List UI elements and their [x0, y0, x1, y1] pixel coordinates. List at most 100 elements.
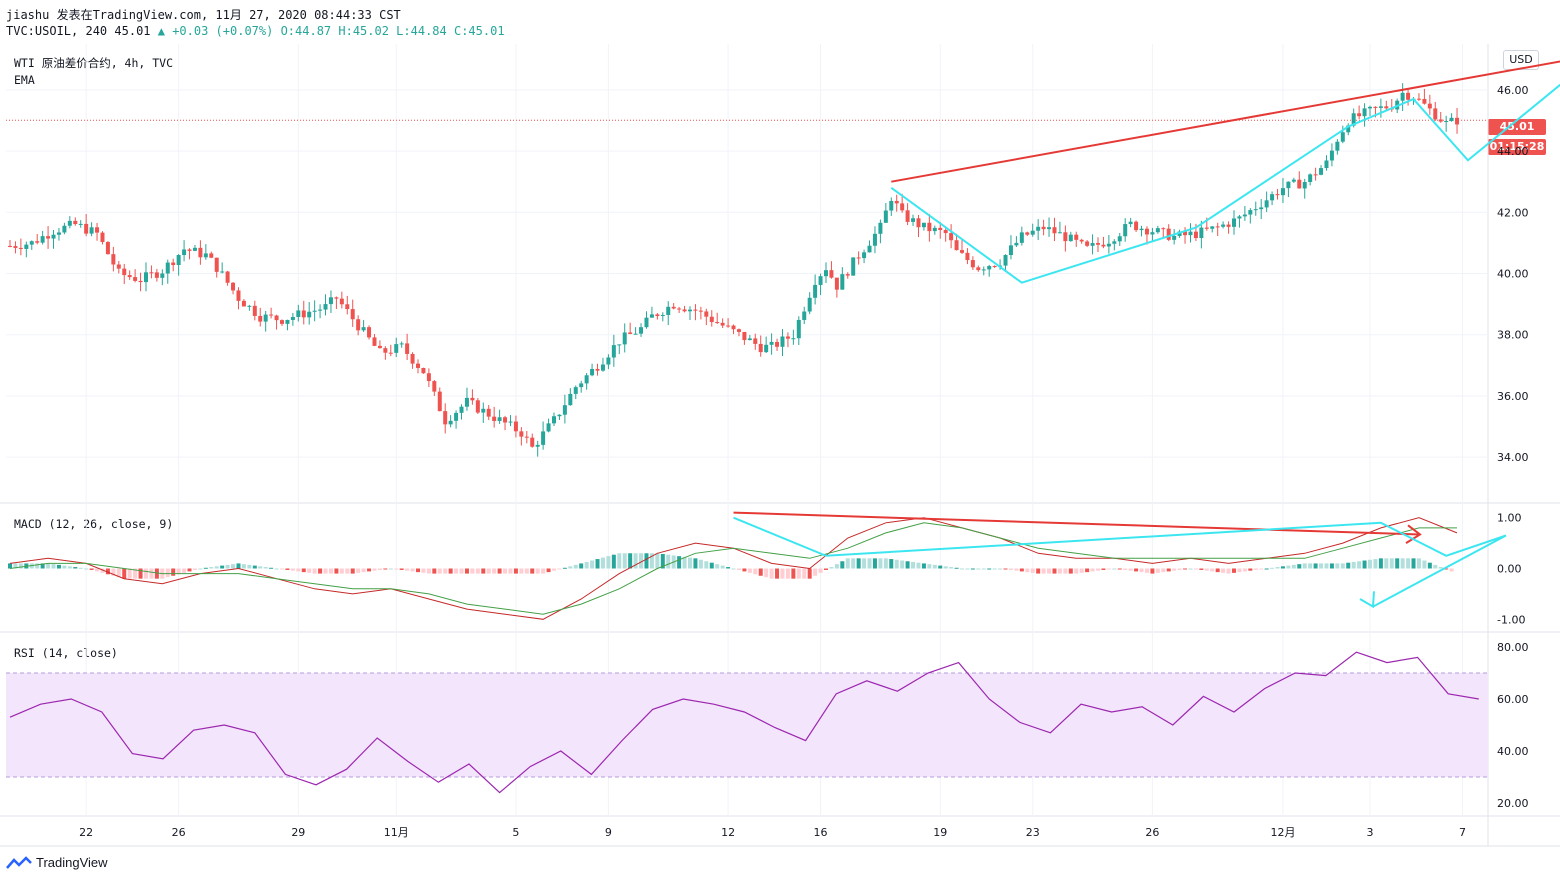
- time-tick-label: 7: [1459, 826, 1466, 839]
- candle-body: [1313, 174, 1318, 176]
- candle-body: [688, 309, 692, 312]
- candle-body: [932, 227, 937, 232]
- candle-body: [1449, 117, 1454, 122]
- candle-body: [628, 332, 633, 334]
- macd-histogram-bar: [954, 567, 959, 569]
- macd-histogram-bar: [921, 563, 926, 569]
- macd-histogram-bar: [1057, 568, 1062, 574]
- candle-body: [1106, 243, 1111, 247]
- macd-histogram-bar: [704, 561, 709, 569]
- candle-body: [241, 300, 246, 307]
- candle-body: [116, 264, 121, 269]
- macd-histogram-bar: [552, 568, 556, 571]
- macd-histogram-bar: [780, 568, 785, 579]
- macd-histogram-bar: [339, 568, 344, 574]
- time-tick-label: 16: [814, 826, 828, 839]
- candle-body: [818, 276, 823, 285]
- candle-body: [176, 255, 181, 266]
- candle-body: [785, 336, 790, 339]
- macd-histogram-bar: [258, 566, 263, 569]
- candle-body: [1362, 108, 1367, 117]
- macd-histogram-bar: [416, 568, 420, 573]
- arrow-head: [1359, 591, 1375, 609]
- candle-body: [323, 304, 328, 310]
- macd-histogram-bar: [421, 568, 426, 573]
- candle-body: [769, 341, 774, 345]
- bar-countdown-tag: 01:15:28: [1488, 139, 1546, 155]
- candle-body: [1373, 106, 1378, 108]
- macd-histogram-bar: [1395, 558, 1400, 569]
- candle-body: [470, 397, 475, 401]
- macd-histogram-bar: [546, 568, 551, 573]
- candle-body: [312, 310, 317, 312]
- macd-histogram-bar: [590, 560, 595, 569]
- macd-histogram-bar: [1210, 568, 1215, 572]
- candle-body: [231, 282, 236, 291]
- candle-body: [345, 304, 350, 310]
- macd-histogram-bar: [274, 568, 279, 570]
- macd-histogram-bar: [1123, 568, 1128, 570]
- candle-body: [530, 437, 535, 447]
- candle-body: [307, 311, 312, 318]
- candle-body: [448, 420, 453, 425]
- macd-histogram-bar: [1389, 558, 1394, 569]
- macd-histogram-bar: [905, 561, 910, 569]
- candle-body: [981, 269, 986, 271]
- candle-body: [970, 260, 975, 268]
- candle-body: [1351, 113, 1356, 126]
- candle-body: [1270, 194, 1275, 201]
- macd-histogram-bar: [100, 568, 105, 573]
- ema-indicator-label[interactable]: EMA: [14, 73, 35, 87]
- macd-histogram-bar: [633, 553, 638, 569]
- candle-body: [649, 314, 654, 318]
- macd-histogram-bar: [187, 568, 192, 572]
- candle-body: [78, 223, 83, 225]
- macd-histogram-bar: [149, 568, 154, 579]
- macd-histogram-bar: [1270, 567, 1275, 569]
- rsi-tick-label: 20.00: [1497, 797, 1529, 810]
- candle-body: [791, 338, 796, 340]
- macd-histogram-bar: [606, 556, 611, 569]
- macd-histogram-bar: [932, 564, 937, 569]
- candle-body: [965, 252, 970, 261]
- macd-histogram-bar: [280, 568, 284, 570]
- candle-body: [508, 421, 513, 423]
- candle-body: [938, 227, 943, 231]
- macd-histogram-bar: [454, 568, 459, 574]
- macd-histogram-bar: [1416, 558, 1421, 569]
- macd-histogram-bar: [1030, 568, 1035, 573]
- candle-body: [328, 297, 333, 305]
- candle-body: [1144, 228, 1149, 235]
- macd-histogram-bar: [394, 568, 399, 570]
- macd-histogram-bar: [878, 558, 883, 569]
- candle-body: [677, 308, 682, 310]
- time-axis[interactable]: 22 26 29 11月 5 9 12 16 19 23 26 12月 3 7: [79, 826, 1466, 839]
- macd-histogram-bar: [785, 568, 790, 579]
- macd-histogram-bar: [1319, 563, 1324, 569]
- macd-plot: [8, 517, 1458, 620]
- candle-body: [247, 305, 252, 307]
- candle-body: [1264, 200, 1269, 208]
- price-axis[interactable]: 34.00 36.00 38.00 40.00 42.00 44.00 46.00 1.00 0…: [1497, 84, 1529, 810]
- macd-histogram-bar: [1324, 563, 1329, 569]
- candle-body: [845, 274, 850, 276]
- candle-body: [464, 397, 469, 407]
- candle-body: [905, 210, 910, 222]
- macd-trendline: [733, 511, 1421, 536]
- candle-body: [883, 210, 888, 223]
- macd-histogram-bar: [111, 568, 116, 576]
- candle-body: [1161, 228, 1166, 230]
- time-tick-label: 26: [172, 826, 186, 839]
- macd-histogram-bar: [1193, 568, 1198, 570]
- candle-body: [165, 262, 170, 274]
- macd-histogram-bar: [1340, 563, 1345, 569]
- macd-histogram-bar: [726, 567, 731, 569]
- candle-body: [900, 203, 905, 211]
- macd-histogram-bar: [470, 568, 475, 574]
- candle-body: [775, 341, 780, 347]
- macd-histogram-bar: [688, 557, 692, 569]
- candle-body: [573, 387, 578, 394]
- macd-histogram-bar: [1117, 568, 1122, 570]
- candle-body: [552, 416, 556, 424]
